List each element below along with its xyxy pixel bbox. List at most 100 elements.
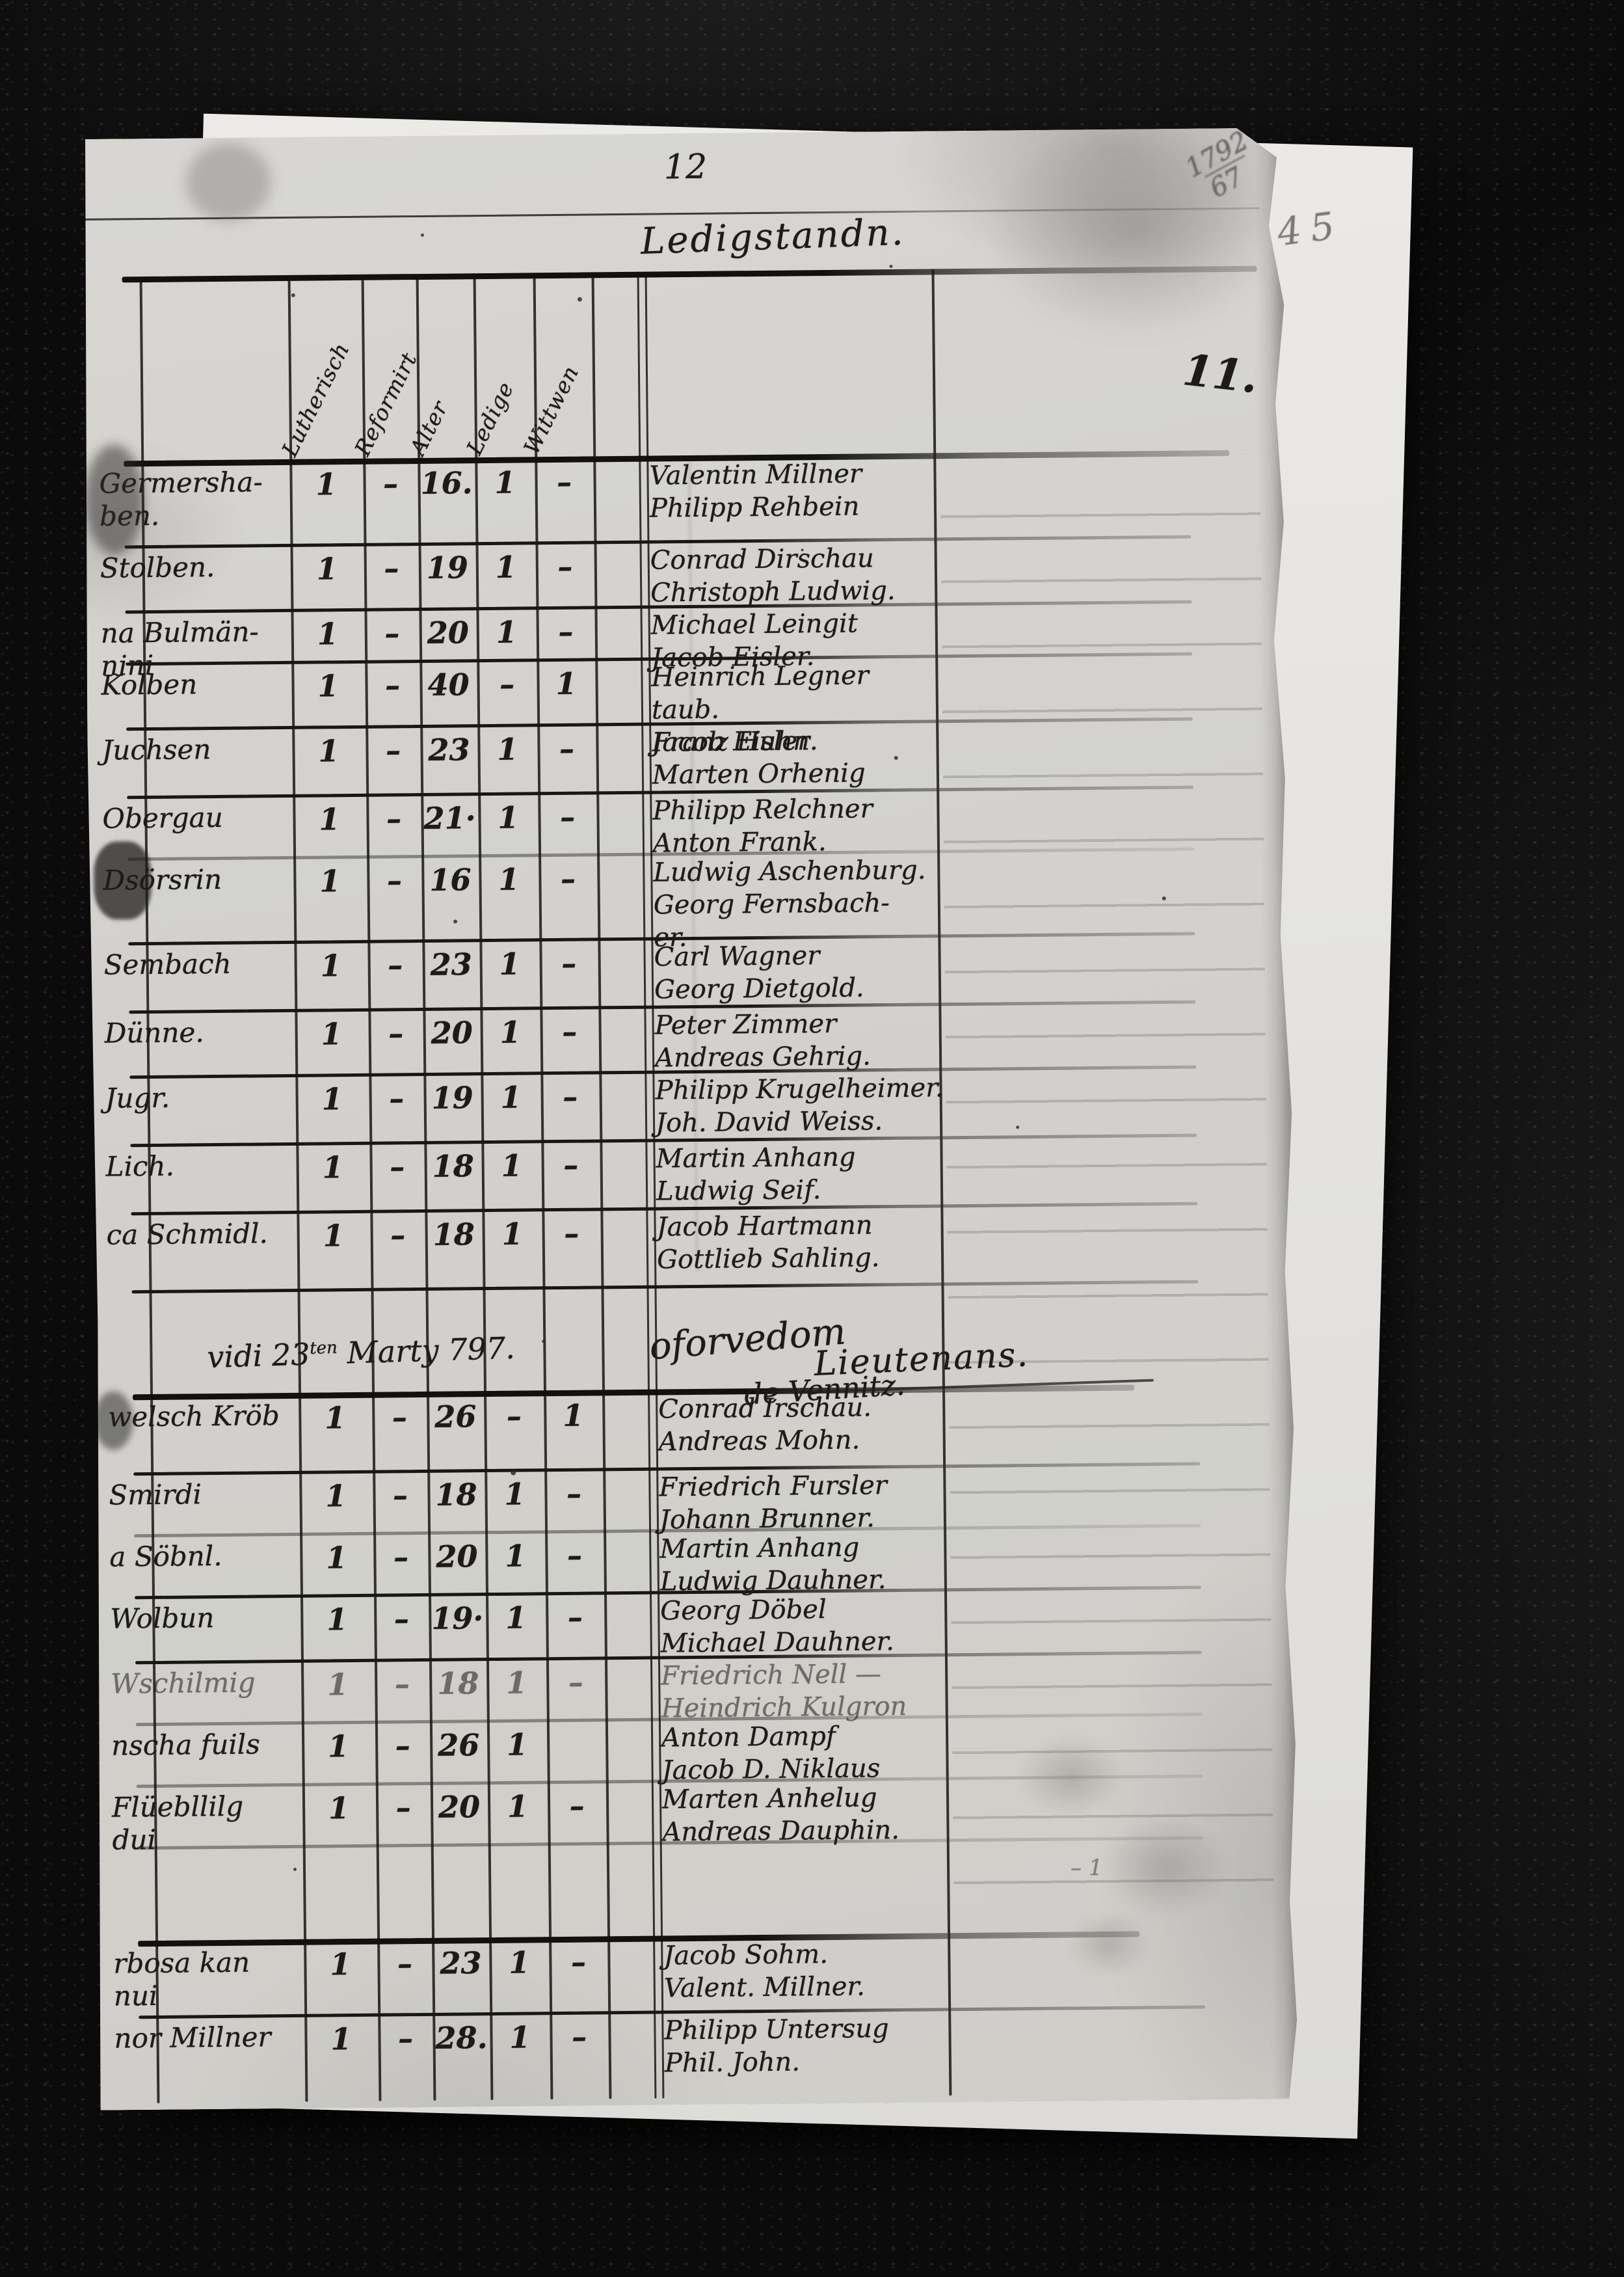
cell-lutherisch: 1 bbox=[321, 1016, 342, 1052]
cell-ledig: 1 bbox=[494, 465, 516, 500]
row-person-names: Peter Zimmer Andreas Gehrig. bbox=[654, 1008, 872, 1073]
cell-wittwen: – bbox=[570, 1944, 587, 1980]
row-place-name: ca Schmidl. bbox=[106, 1217, 269, 1251]
cell-lutherisch: 1 bbox=[325, 1478, 347, 1514]
ink-speck bbox=[889, 265, 892, 268]
stain bbox=[1000, 1683, 1237, 1991]
row-person-names: Conrad Dirschau Christoph Ludwig. bbox=[650, 543, 896, 608]
cell-alter: 40 bbox=[427, 667, 470, 703]
cell-wittwen: – bbox=[559, 799, 576, 835]
ink-speck bbox=[542, 1340, 545, 1343]
cell-reformirt: – bbox=[397, 2021, 414, 2056]
cell-lutherisch: 1 bbox=[318, 733, 339, 769]
cell-reformirt: – bbox=[397, 1946, 413, 1982]
ink-speck bbox=[894, 756, 898, 760]
cell-alter: 23 bbox=[440, 1945, 482, 1981]
cell-lutherisch: 1 bbox=[327, 1729, 349, 1764]
cell-wittwen: – bbox=[561, 945, 577, 981]
cell-reformirt: – bbox=[394, 1666, 410, 1702]
cell-wittwen: – bbox=[556, 464, 572, 500]
ink-speck bbox=[801, 548, 804, 551]
row-person-names: Martin Anhang Ludwig Seif. bbox=[656, 1142, 856, 1207]
cell-reformirt: – bbox=[388, 1081, 405, 1116]
cell-reformirt: – bbox=[390, 1217, 406, 1253]
ink-speck bbox=[291, 293, 295, 297]
cell-lutherisch: 1 bbox=[322, 1150, 343, 1185]
cell-alter: 19 bbox=[431, 1080, 473, 1116]
cell-alter: 20 bbox=[431, 1015, 473, 1051]
table-row: Sembach 1–23 1– Carl Wagner Georg Dietgold. bbox=[89, 931, 1293, 1011]
ink-speck bbox=[1016, 1125, 1019, 1129]
stain bbox=[85, 444, 144, 556]
cell-alter: 20 bbox=[438, 1789, 481, 1825]
cell-ledig: 1 bbox=[498, 861, 520, 897]
page-title: Ledigstandn. bbox=[639, 211, 906, 263]
ink-speck bbox=[734, 1740, 738, 1743]
cell-alter: 18 bbox=[433, 1217, 475, 1252]
table-row: Dünne. 1–20 1– Peter Zimmer Andreas Gehrig. bbox=[90, 999, 1294, 1076]
row-place-name: welsch Kröb bbox=[108, 1399, 280, 1433]
cell-alter: 16. bbox=[420, 465, 473, 501]
row-place-name: Stolben. bbox=[100, 551, 215, 584]
cell-alter: 18 bbox=[432, 1148, 474, 1184]
row-person-names: Jacob Eisler Marten Orhenig bbox=[652, 726, 866, 790]
row-place-name: Wolbun bbox=[110, 1602, 215, 1635]
row-place-name: a Söbnl. bbox=[109, 1539, 222, 1573]
cell-reformirt: – bbox=[393, 1539, 409, 1575]
row-place-name: Wschilmig bbox=[111, 1666, 256, 1700]
cell-reformirt: – bbox=[384, 550, 399, 586]
cell-lutherisch: 1 bbox=[317, 668, 339, 704]
cell-ledig: 1 bbox=[496, 614, 518, 650]
cell-ledig: 1 bbox=[498, 800, 519, 835]
cell-wittwen: – bbox=[559, 731, 575, 766]
cell-ledig: 1 bbox=[507, 1788, 529, 1824]
table-row: Jugr. 1–19 1– Philipp Krugelheimer. Joh. Dav… bbox=[90, 1064, 1294, 1144]
cell-lutherisch: 1 bbox=[321, 1081, 343, 1117]
cell-ledig: – bbox=[499, 666, 515, 702]
row-place-name: nor Millner bbox=[114, 2021, 271, 2055]
note-superscript: ten bbox=[309, 1338, 338, 1358]
cell-reformirt: – bbox=[387, 947, 403, 983]
stain bbox=[94, 1391, 133, 1450]
cell-reformirt: – bbox=[382, 466, 399, 502]
cell-alter: 26 bbox=[437, 1727, 480, 1763]
cell-wittwen: – bbox=[563, 1215, 579, 1251]
cell-lutherisch: 1 bbox=[315, 466, 337, 502]
cell-wittwen: 1 bbox=[563, 1397, 584, 1433]
table-row: ca Schmidl. 1–18 1– Jacob Hartmann Gottlieb … bbox=[92, 1201, 1296, 1291]
cell-lutherisch: 1 bbox=[316, 551, 338, 587]
cell-reformirt: – bbox=[392, 1399, 408, 1435]
row-place-name: Smirdi bbox=[109, 1478, 202, 1511]
row-person-names: Carl Wagner Georg Dietgold. bbox=[654, 941, 864, 1005]
note-text: vidi 23 bbox=[206, 1336, 311, 1375]
ink-speck bbox=[511, 1470, 516, 1475]
row-person-names: Jacob Hartmann Gottlieb Sahling. bbox=[656, 1210, 880, 1275]
cell-ledig: 1 bbox=[506, 1665, 527, 1701]
cell-alter: 16 bbox=[429, 862, 472, 898]
cell-alter: 19 bbox=[426, 550, 469, 586]
cell-reformirt: – bbox=[388, 1016, 404, 1051]
cell-lutherisch: 1 bbox=[320, 948, 341, 984]
ink-blot bbox=[94, 841, 152, 920]
column-header: Ledige bbox=[461, 377, 519, 459]
ink-speck bbox=[453, 919, 457, 923]
cell-ledig: 1 bbox=[506, 1727, 528, 1762]
inspection-note: vidi 23ten Marty 797. bbox=[207, 1330, 516, 1375]
cell-ledig: 1 bbox=[495, 549, 517, 585]
row-place-name: Juchsen bbox=[101, 733, 211, 766]
cell-wittwen: – bbox=[567, 1599, 583, 1635]
row-place-name: rbosa kan nui bbox=[113, 1946, 250, 2012]
cell-reformirt: – bbox=[384, 667, 401, 703]
row-person-names: Philipp Krugelheimer. Joh. David Weiss. bbox=[655, 1073, 944, 1138]
table-row: Smirdi 1–18 1– Friedrich Fursler Johann Brun… bbox=[94, 1461, 1298, 1535]
row-place-name: Dünne. bbox=[104, 1016, 204, 1049]
cell-alter: 20 bbox=[436, 1539, 478, 1574]
cell-alter: 26 bbox=[434, 1399, 477, 1435]
table-row: Wolbun 1–19· 1– Georg Döbel Michael Dauhner. bbox=[96, 1585, 1299, 1662]
column-header: Wittwen bbox=[518, 361, 584, 459]
row-person-names: Valentin Millner Philipp Rehbein bbox=[649, 459, 862, 524]
cell-lutherisch: 1 bbox=[326, 1540, 347, 1576]
row-place-name: Flüebllilg dui bbox=[111, 1790, 244, 1856]
cell-alter: 23 bbox=[428, 732, 470, 768]
